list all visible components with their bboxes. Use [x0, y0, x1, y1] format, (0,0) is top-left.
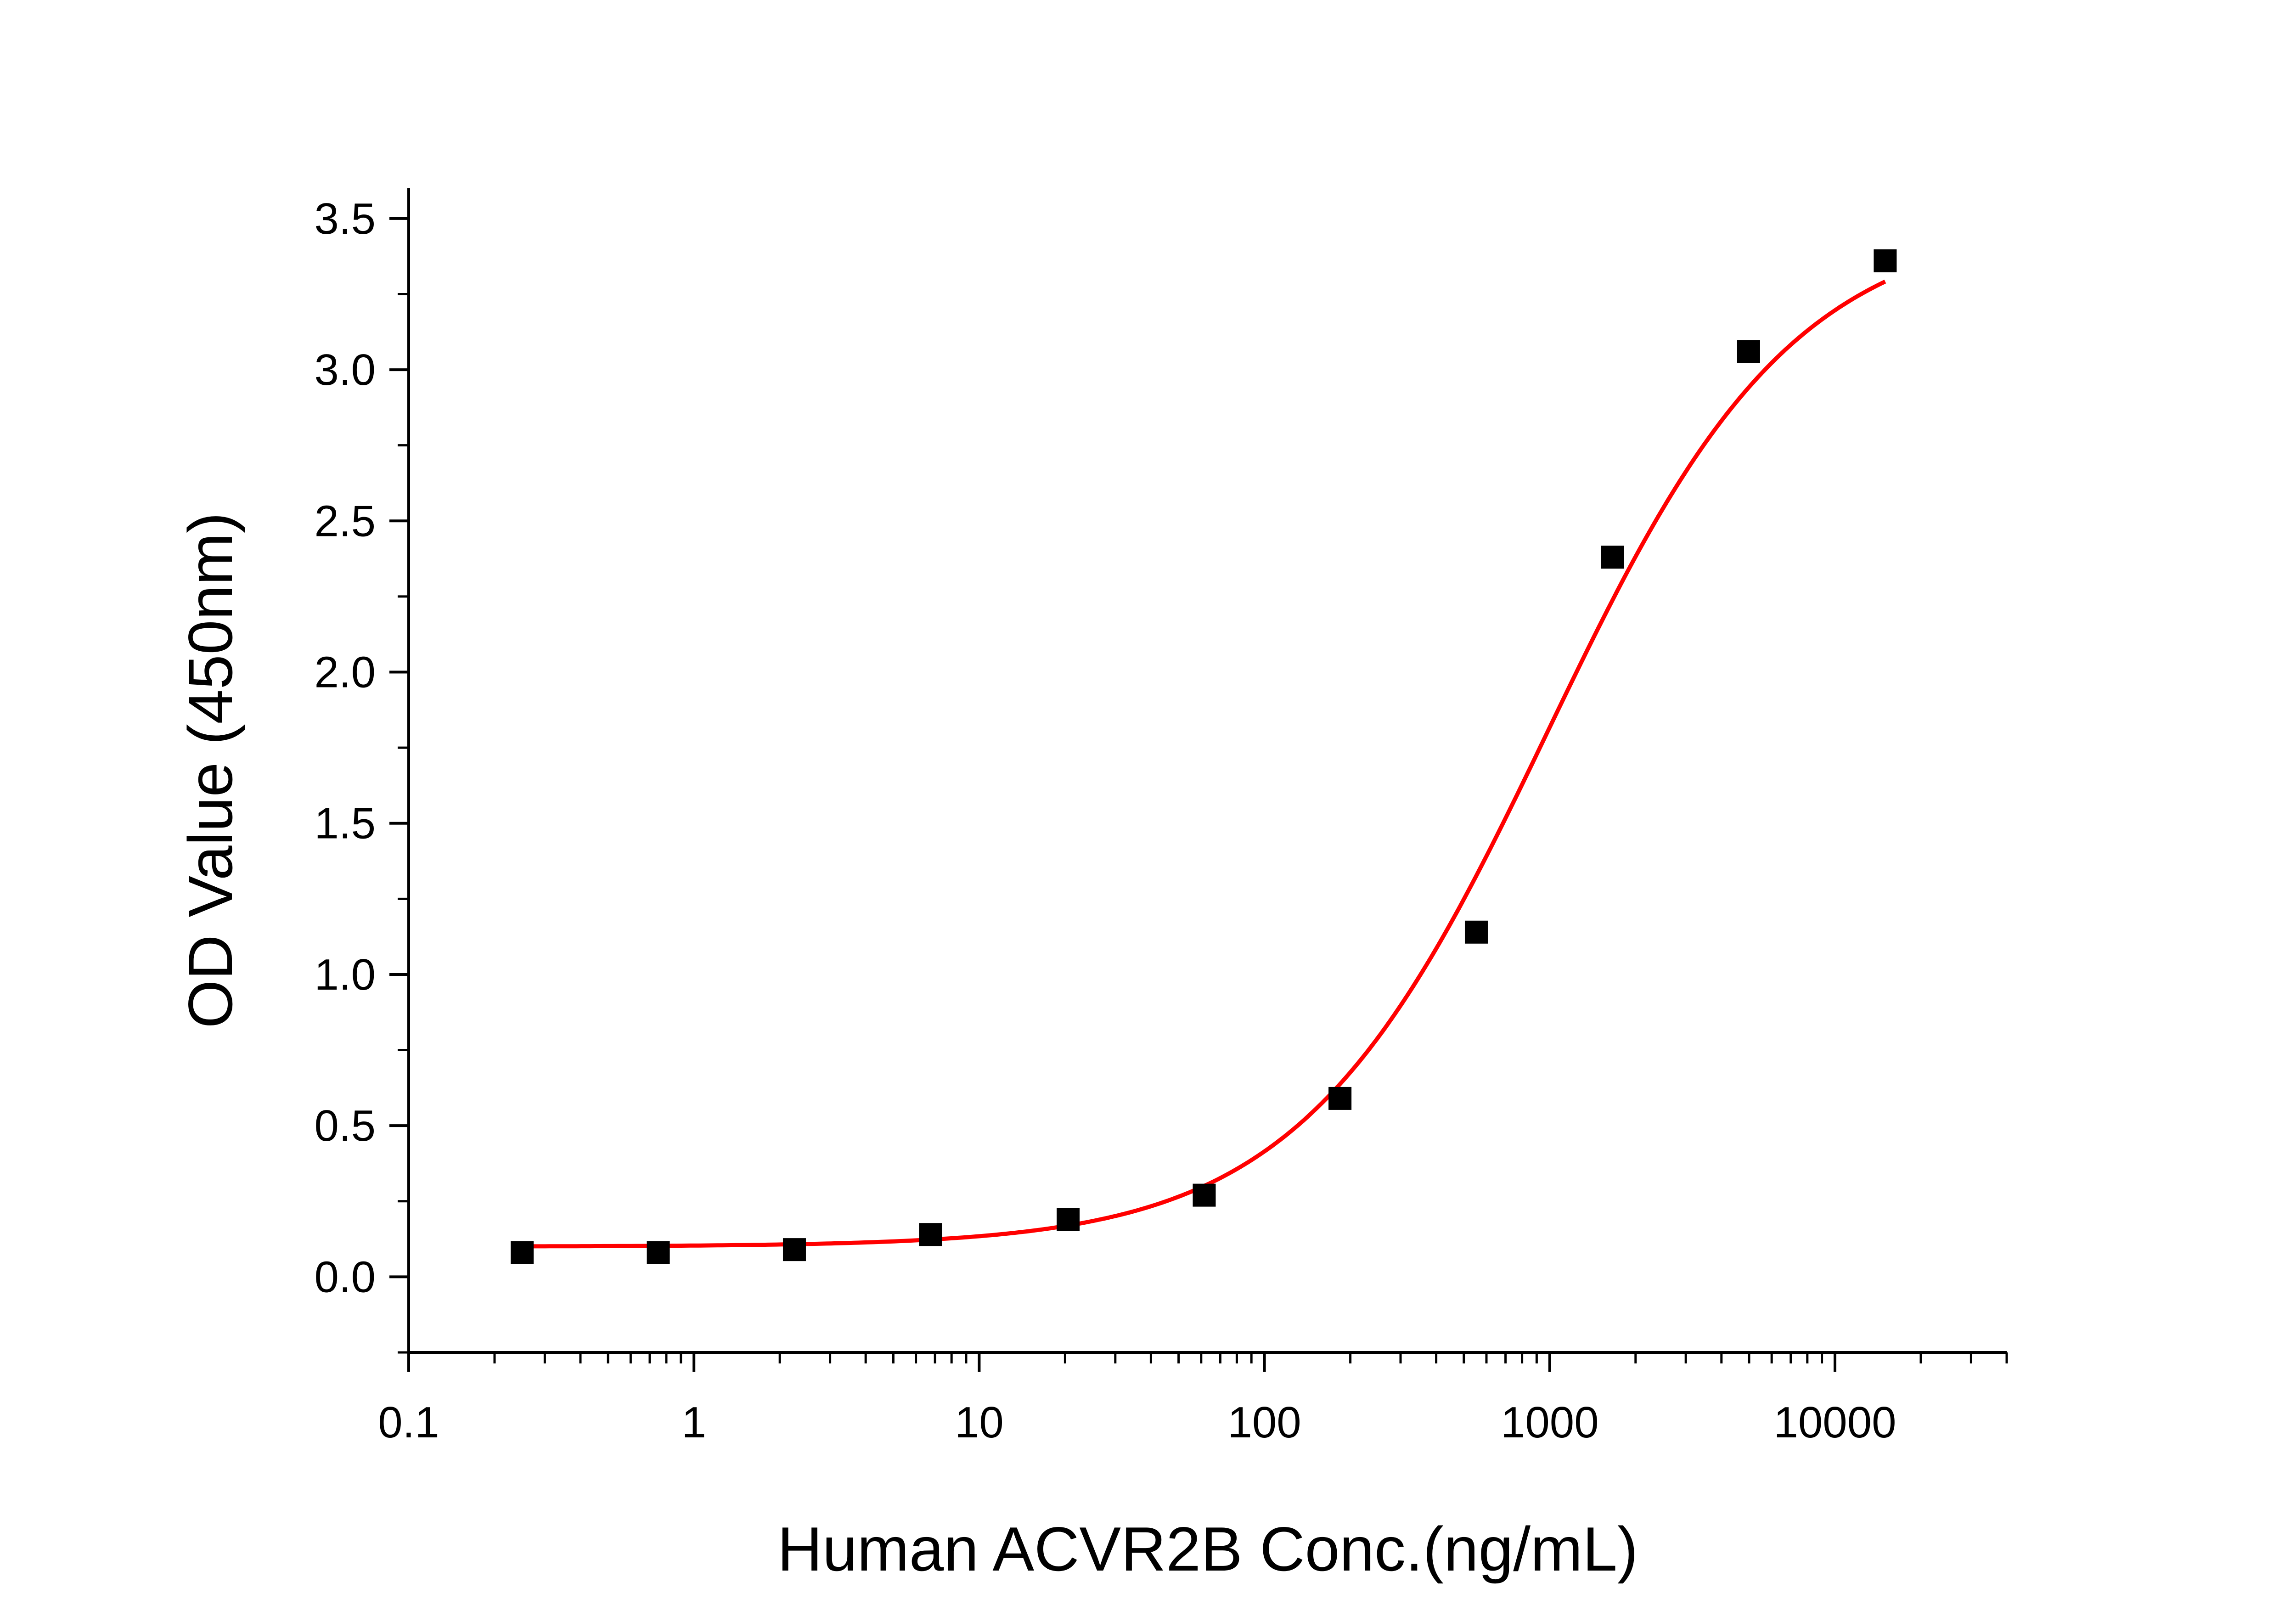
data-point — [919, 1223, 942, 1246]
y-tick-label: 1.5 — [315, 799, 376, 848]
x-tick-label: 1 — [682, 1398, 706, 1447]
x-tick-label: 1000 — [1501, 1398, 1599, 1447]
x-tick-label: 0.1 — [378, 1398, 439, 1447]
data-point — [1874, 249, 1897, 273]
y-axis-ticks: 0.0 0.5 1.0 1.5 2.0 2.5 3.0 3.5 — [315, 194, 409, 1354]
x-axis-title: Human ACVR2B Conc.(ng/mL) — [777, 1514, 1638, 1584]
data-point — [1328, 1087, 1352, 1110]
x-tick-label: 10 — [955, 1398, 1004, 1447]
data-point — [1601, 546, 1624, 569]
data-point — [1464, 920, 1488, 944]
y-tick-label: 0.5 — [315, 1101, 376, 1150]
x-axis-ticks: 0.1 1 10 100 1000 10000 — [378, 1352, 2008, 1447]
data-point — [1057, 1208, 1080, 1231]
data-points — [511, 249, 1897, 1264]
data-point — [511, 1241, 534, 1264]
axes — [407, 188, 2007, 1354]
data-point — [1193, 1183, 1216, 1207]
y-tick-label: 2.5 — [315, 496, 376, 546]
data-point — [782, 1238, 806, 1261]
y-tick-label: 0.0 — [315, 1252, 376, 1301]
data-point — [647, 1241, 670, 1264]
data-point — [1737, 340, 1760, 363]
x-tick-label: 100 — [1228, 1398, 1301, 1447]
x-tick-label: 10000 — [1774, 1398, 1896, 1447]
y-tick-label: 3.5 — [315, 194, 376, 243]
y-tick-label: 2.0 — [315, 648, 376, 697]
y-axis-title: OD Value (450nm) — [175, 512, 245, 1029]
y-tick-label: 3.0 — [315, 345, 376, 394]
y-tick-label: 1.0 — [315, 950, 376, 999]
